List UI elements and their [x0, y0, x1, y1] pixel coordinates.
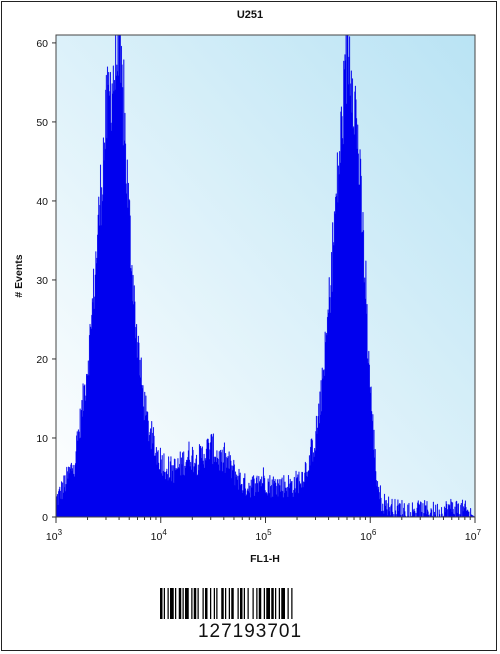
- barcode-bar: [266, 588, 270, 619]
- barcode-bar: [175, 588, 177, 619]
- barcode-bar: [163, 588, 165, 619]
- y-axis-label: # Events: [13, 254, 25, 297]
- barcode-bar: [193, 588, 197, 619]
- barcode-bar: [213, 588, 215, 619]
- barcode-bar: [243, 588, 245, 619]
- barcode-bar: [271, 588, 274, 619]
- barcode-bar: [278, 588, 280, 619]
- barcode-bar: [221, 588, 224, 619]
- barcode-number: 127193701: [197, 621, 303, 642]
- y-axis: 0 10 20 30 40 50 60: [36, 38, 56, 524]
- barcode-bar: [170, 588, 174, 619]
- barcode-bar: [228, 588, 230, 619]
- barcode-bar: [287, 588, 289, 619]
- x-axis-label: FL1-H: [250, 553, 280, 565]
- barcode-bar: [185, 588, 189, 619]
- barcode-bar: [216, 588, 218, 619]
- histogram-layer: [56, 35, 475, 517]
- barcode-image: [160, 588, 293, 619]
- barcode-bar: [237, 588, 239, 619]
- barcode-bar: [252, 588, 254, 619]
- y-tick-label: 40: [36, 196, 48, 208]
- x-axis: 103 104 105 106 107: [46, 517, 482, 543]
- barcode-bar: [205, 588, 208, 619]
- x-tick-label: 103: [46, 528, 63, 543]
- histogram-area: [56, 35, 475, 517]
- barcode-bar: [178, 588, 182, 619]
- x-tick-label: 107: [465, 528, 482, 543]
- barcode-bar: [291, 588, 293, 619]
- x-tick-label: 106: [360, 528, 377, 543]
- barcode-bar: [197, 588, 199, 619]
- barcode-bar: [210, 588, 212, 619]
- y-tick-label: 0: [42, 512, 48, 524]
- barcode-bar: [256, 588, 258, 619]
- barcode-bar: [275, 588, 277, 619]
- x-tick-label: 105: [255, 528, 272, 543]
- barcode-bar: [225, 588, 227, 619]
- chart-title: U251: [236, 9, 264, 21]
- barcode-bar: [167, 588, 169, 619]
- barcode-bar: [258, 588, 262, 619]
- y-tick-label: 30: [36, 275, 48, 287]
- barcode-bar: [240, 588, 243, 619]
- histogram-chart: 0 10 20 30 40 50 60 103 104 105 106 107 # Events F…: [13, 34, 482, 565]
- barcode-bar: [160, 588, 163, 619]
- barcode-bar: [281, 588, 285, 619]
- barcode-bar: [191, 588, 193, 619]
- barcode-bar: [182, 588, 184, 619]
- y-tick-label: 60: [36, 38, 48, 50]
- barcode-bar: [263, 588, 265, 619]
- y-tick-label: 20: [36, 354, 48, 366]
- y-tick-label: 10: [36, 433, 48, 445]
- y-tick-label: 50: [36, 117, 48, 129]
- barcode-bar: [231, 588, 234, 619]
- x-tick-label: 104: [151, 528, 168, 543]
- barcode-bar: [247, 588, 249, 619]
- barcode-bar: [202, 588, 204, 619]
